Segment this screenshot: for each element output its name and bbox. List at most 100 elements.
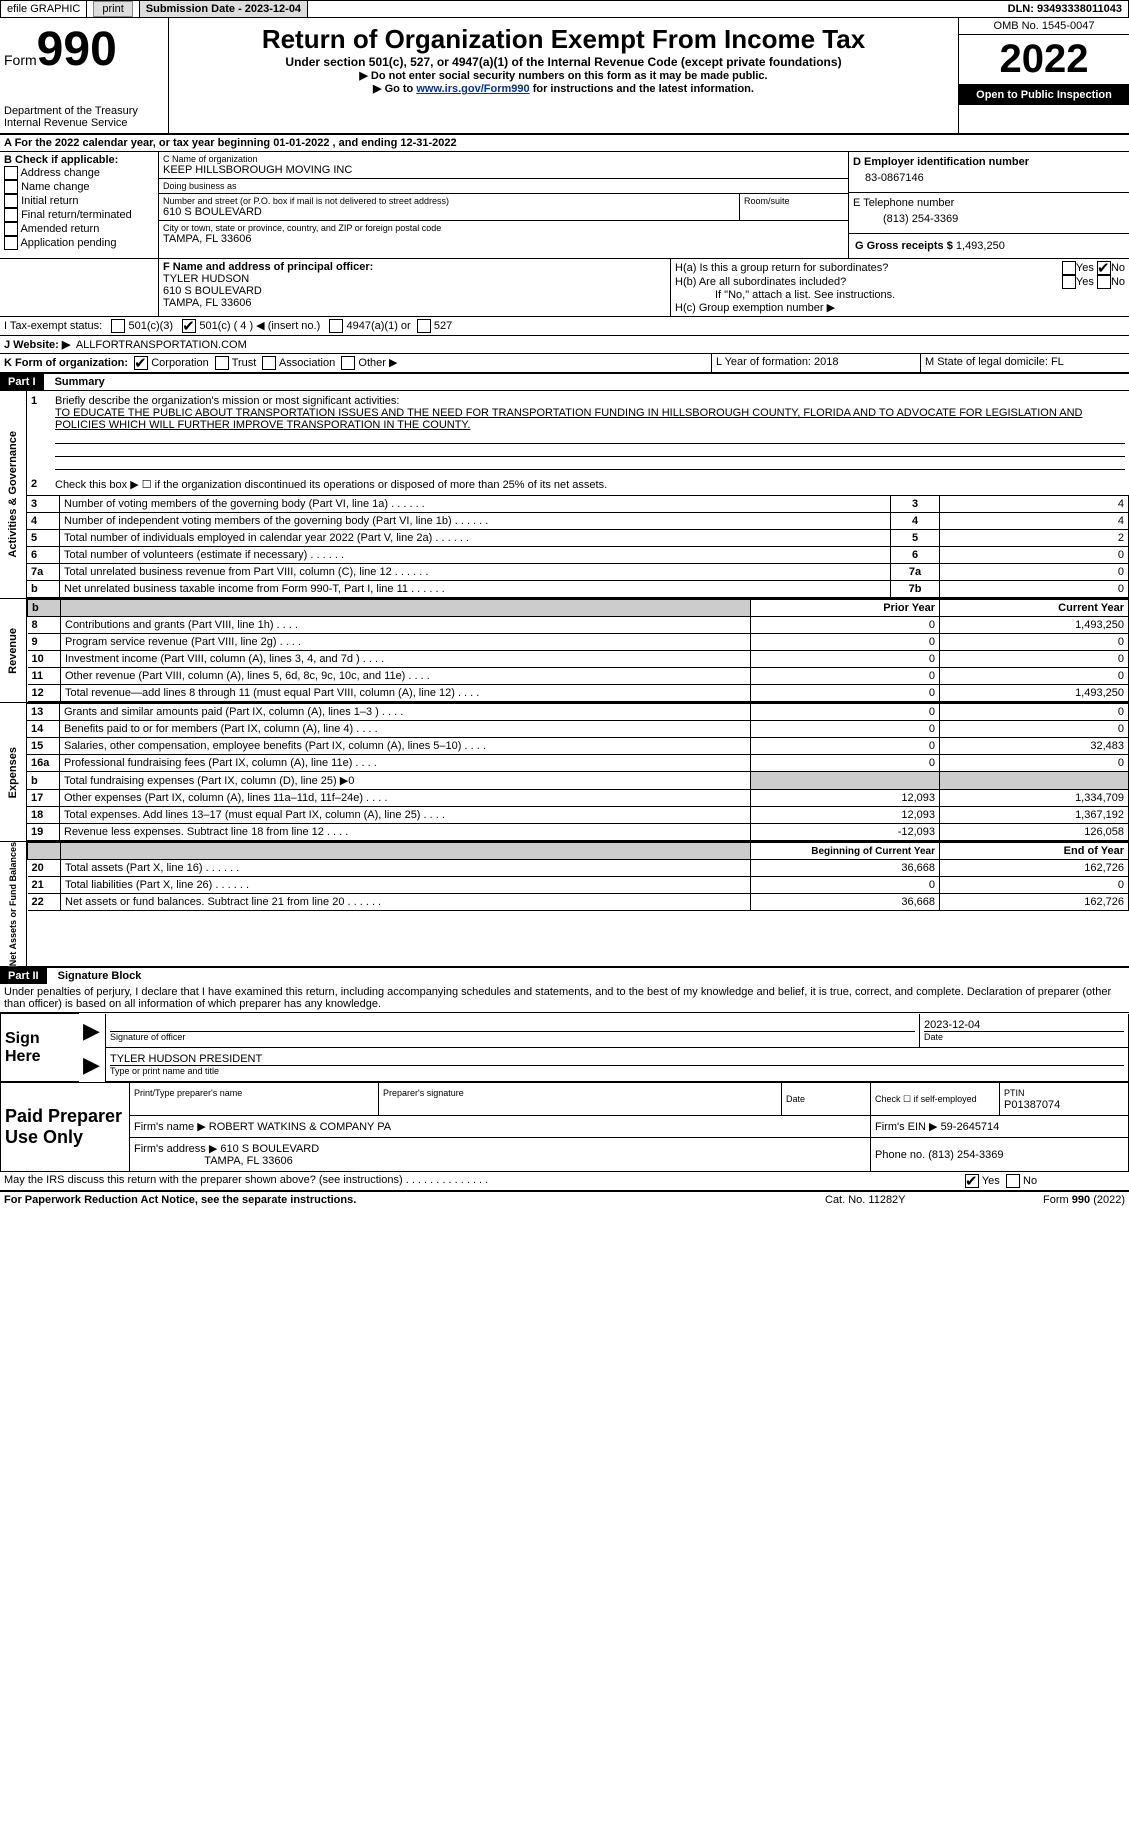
chk-corp[interactable]: [134, 356, 148, 370]
chk-assoc[interactable]: [262, 356, 276, 370]
form-word: Form: [4, 52, 37, 68]
irs-link[interactable]: www.irs.gov/Form990: [416, 83, 529, 95]
gross-receipts: 1,493,250: [956, 240, 1005, 252]
topbar: efile GRAPHIC print Submission Date - 20…: [0, 0, 1129, 18]
sign-here: Sign Here: [1, 1014, 80, 1082]
firm-phone-label: Phone no.: [875, 1149, 925, 1161]
hb-yes[interactable]: [1062, 275, 1076, 289]
sidebar-netassets: Net Assets or Fund Balances: [8, 842, 18, 966]
current-year-hdr: Current Year: [940, 600, 1129, 617]
self-employed: Check ☐ if self-employed: [875, 1094, 995, 1105]
gross-receipts-label: G Gross receipts $: [855, 240, 953, 252]
chk-4947[interactable]: [329, 319, 343, 333]
chk-527[interactable]: [417, 319, 431, 333]
street-address: 610 S BOULEVARD: [163, 206, 735, 218]
box-l: L Year of formation: 2018: [712, 354, 921, 372]
discuss-yes[interactable]: [965, 1174, 979, 1188]
lbl-amended: Amended return: [20, 223, 99, 235]
note-ssn: ▶ Do not enter social security numbers o…: [175, 69, 952, 82]
part-1-label: Part I: [0, 374, 44, 390]
ein-label: D Employer identification number: [853, 156, 1125, 168]
expense-row: 17 Other expenses (Part IX, column (A), …: [27, 790, 1129, 807]
lbl-4947: 4947(a)(1) or: [347, 320, 411, 332]
chk-amended[interactable]: Amended return: [4, 222, 154, 236]
part-2-label: Part II: [0, 968, 47, 984]
city-label: City or town, state or province, country…: [163, 223, 844, 233]
firm-addr-label: Firm's address ▶: [134, 1143, 217, 1155]
print-button[interactable]: print: [93, 1, 132, 17]
eoy-hdr: End of Year: [940, 843, 1129, 860]
chk-name-change[interactable]: Name change: [4, 180, 154, 194]
part-1-title: Summary: [47, 374, 113, 390]
discuss-no[interactable]: [1006, 1174, 1020, 1188]
sig-date-label: Date: [924, 1032, 1124, 1042]
box-f-label: F Name and address of principal officer:: [163, 261, 666, 273]
yes-1: Yes: [1076, 262, 1094, 274]
chk-pending[interactable]: Application pending: [4, 236, 154, 250]
no-1: No: [1111, 262, 1125, 274]
chk-final[interactable]: Final return/terminated: [4, 208, 154, 222]
note-pre: ▶ Go to: [373, 83, 416, 95]
box-m: M State of legal domicile: FL: [921, 354, 1129, 372]
no-3: No: [1023, 1175, 1037, 1187]
sign-here-block: Sign Here ▶ Signature of officer 2023-12…: [0, 1013, 1129, 1082]
chk-501c[interactable]: [182, 319, 196, 333]
form-number: 990: [37, 22, 117, 77]
chk-trust[interactable]: [215, 356, 229, 370]
revenue-row: 12 Total revenue—add lines 8 through 11 …: [28, 685, 1129, 702]
line-a: A For the 2022 calendar year, or tax yea…: [0, 135, 1129, 152]
revenue-row: 10 Investment income (Part VIII, column …: [28, 651, 1129, 668]
yes-3: Yes: [982, 1175, 1000, 1187]
form-subtitle: Under section 501(c), 527, or 4947(a)(1)…: [175, 55, 952, 69]
part-2-header: Part II Signature Block: [0, 968, 1129, 984]
revenue-row: 11 Other revenue (Part VIII, column (A),…: [28, 668, 1129, 685]
no-2: No: [1111, 276, 1125, 288]
tax-year: 2022: [967, 37, 1121, 82]
chk-address-change[interactable]: Address change: [4, 166, 154, 180]
expense-row: 13 Grants and similar amounts paid (Part…: [27, 704, 1129, 721]
l2-text: Check this box ▶ ☐ if the organization d…: [55, 478, 1125, 491]
sidebar-expenses: Expenses: [7, 747, 19, 798]
lbl-name: Name change: [21, 181, 90, 193]
hb-no[interactable]: [1097, 275, 1111, 289]
dept-treasury: Department of the Treasury: [4, 105, 164, 117]
ha-label: H(a) Is this a group return for subordin…: [675, 262, 1062, 274]
city-state-zip: TAMPA, FL 33606: [163, 233, 844, 245]
summary-row: 7a Total unrelated business revenue from…: [27, 564, 1129, 581]
netassets-table: Beginning of Current Year End of Year 20…: [27, 842, 1129, 911]
ha-no[interactable]: [1097, 261, 1111, 275]
mission-text: TO EDUCATE THE PUBLIC ABOUT TRANSPORTATI…: [55, 407, 1082, 431]
chk-initial[interactable]: Initial return: [4, 194, 154, 208]
prior-year-hdr: Prior Year: [751, 600, 940, 617]
part-1-header: Part I Summary: [0, 374, 1129, 390]
chk-501c3[interactable]: [111, 319, 125, 333]
lbl-trust: Trust: [232, 357, 257, 369]
box-k-label: K Form of organization:: [4, 357, 128, 369]
summary-row: 4 Number of independent voting members o…: [27, 513, 1129, 530]
cat-no: Cat. No. 11282Y: [825, 1194, 985, 1206]
expense-row: b Total fundraising expenses (Part IX, c…: [27, 772, 1129, 790]
summary-row: b Net unrelated business taxable income …: [27, 581, 1129, 598]
org-name: KEEP HILLSBOROUGH MOVING INC: [163, 164, 844, 176]
netassets-row: 20 Total assets (Part X, line 16) . . . …: [28, 860, 1129, 877]
l1-label: Briefly describe the organization's miss…: [55, 395, 399, 407]
form-header: Form 990 Department of the Treasury Inte…: [0, 18, 1129, 135]
expense-row: 15 Salaries, other compensation, employe…: [27, 738, 1129, 755]
yes-2: Yes: [1076, 276, 1094, 288]
lbl-other: Other ▶: [358, 357, 397, 369]
dba-label: Doing business as: [163, 181, 844, 191]
officer-name: TYLER HUDSON: [163, 273, 666, 285]
ha-yes[interactable]: [1062, 261, 1076, 275]
summary-row: 3 Number of voting members of the govern…: [27, 496, 1129, 513]
revenue-row: 8 Contributions and grants (Part VIII, l…: [28, 617, 1129, 634]
lbl-corp: Corporation: [151, 357, 208, 369]
chk-other[interactable]: [341, 356, 355, 370]
hb-note: If "No," attach a list. See instructions…: [675, 289, 1125, 301]
box-j-label: J Website: ▶: [4, 339, 70, 351]
form-title: Return of Organization Exempt From Incom…: [175, 24, 952, 55]
paperwork-notice: For Paperwork Reduction Act Notice, see …: [4, 1194, 825, 1206]
firm-ein: 59-2645714: [941, 1121, 1000, 1133]
note-goto: ▶ Go to www.irs.gov/Form990 for instruct…: [175, 82, 952, 95]
room-label: Room/suite: [744, 196, 844, 206]
lbl-initial: Initial return: [21, 195, 78, 207]
